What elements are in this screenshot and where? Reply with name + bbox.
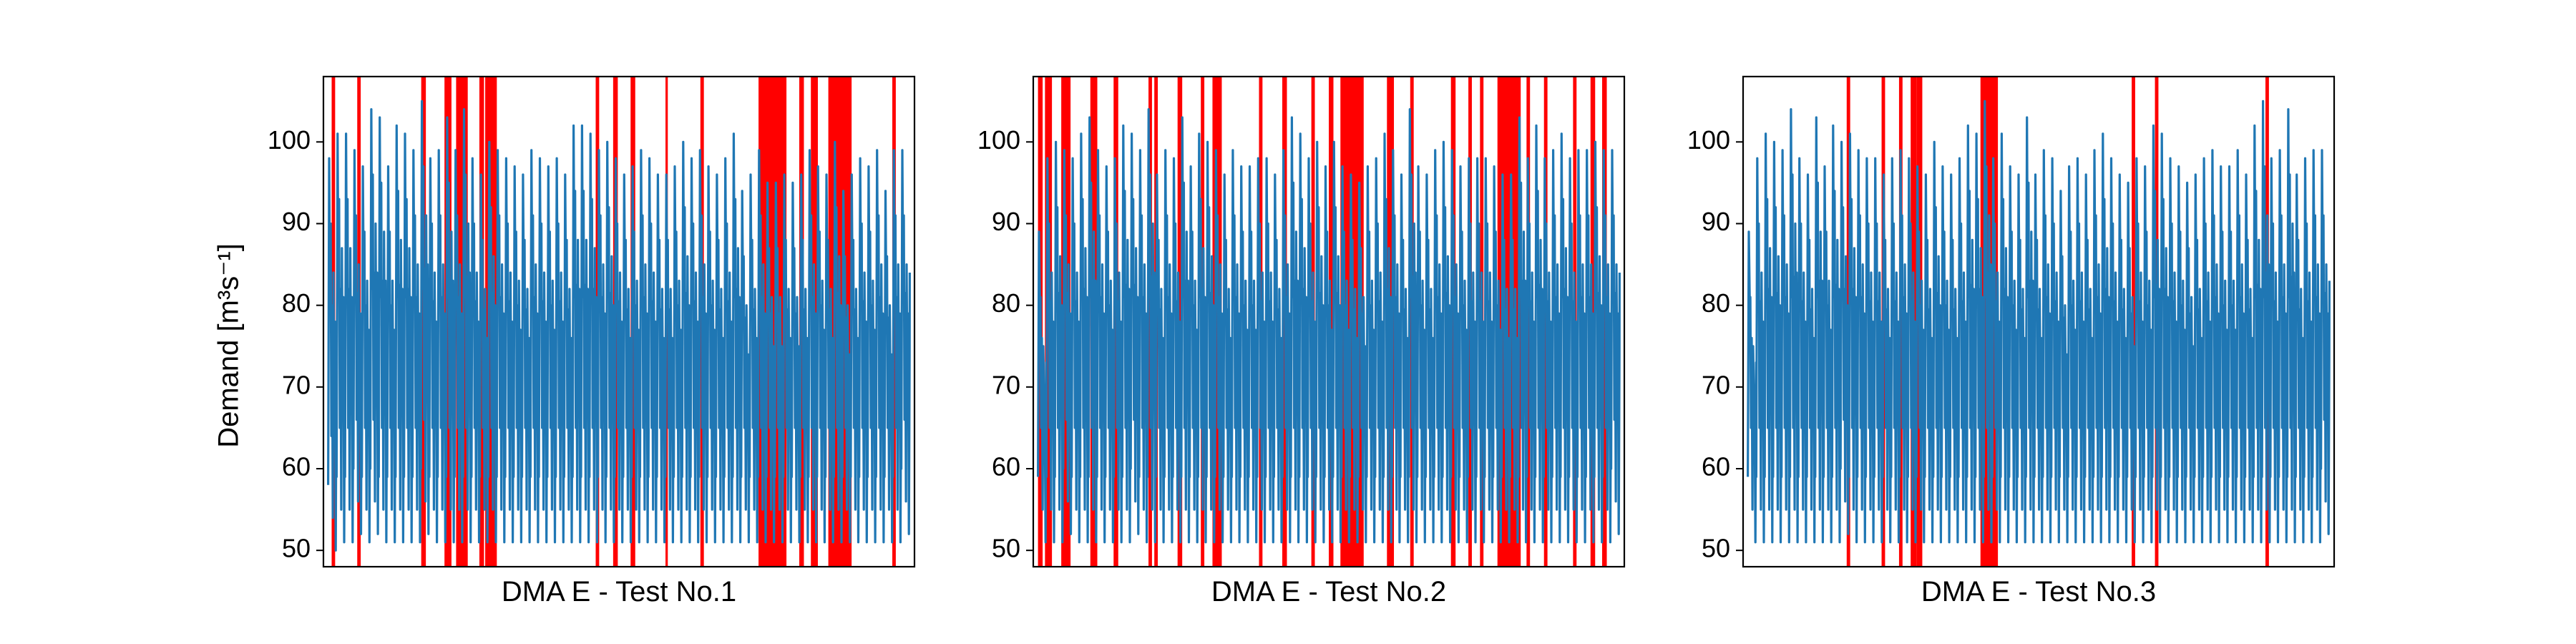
subplot-test-1: 50 60 70 80 90 100 DMA E - Test No.1 [268,75,916,608]
y-tick-label: 60 [1702,452,1730,482]
y-tick-label: 50 [282,534,311,563]
y-tick-label: 60 [282,452,311,482]
y-tick-label: 70 [1702,370,1730,399]
axes-frame [1742,75,2336,568]
y-tick-label: 50 [992,534,1020,563]
subplot-test-3: 50 60 70 80 90 100 DMA E - Test No.3 [1687,75,2336,608]
demand-series-line [1747,99,2331,544]
y-axis-label: Demand [m³s⁻¹] [213,243,245,448]
y-tick-label: 70 [992,370,1020,399]
x-axis-label: DMA E - Test No.1 [502,576,736,608]
y-tick-label: 50 [1702,534,1730,563]
subplot-test-2: 50 60 70 80 90 100 DMA E - Test No.2 [977,75,1626,608]
y-tick-label: 60 [992,452,1020,482]
y-tick-label: 80 [1702,288,1730,318]
y-tick-label: 90 [282,207,311,236]
y-tick-label: 90 [992,207,1020,236]
axes-frame [322,75,916,568]
x-axis-label: DMA E - Test No.3 [1921,576,2156,608]
y-tick-label: 100 [268,125,311,155]
x-axis-label: DMA E - Test No.2 [1211,576,1446,608]
demand-series-line [1037,108,1621,544]
axes-frame [1032,75,1626,568]
y-tick-label: 80 [992,288,1020,318]
y-tick-label: 100 [1687,125,1730,155]
demand-series-line [327,99,911,552]
y-tick-label: 100 [977,125,1020,155]
y-tick-label: 70 [282,370,311,399]
y-tick-label: 90 [1702,207,1730,236]
y-tick-label: 80 [282,288,311,318]
